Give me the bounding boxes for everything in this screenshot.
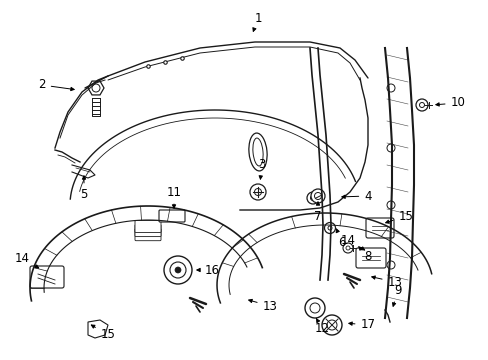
Text: 15: 15	[91, 325, 115, 342]
Circle shape	[254, 189, 261, 195]
FancyBboxPatch shape	[30, 266, 64, 288]
Circle shape	[327, 226, 331, 230]
Circle shape	[386, 201, 394, 209]
Circle shape	[163, 256, 192, 284]
Text: 14: 14	[15, 252, 39, 268]
Circle shape	[386, 144, 394, 152]
FancyBboxPatch shape	[159, 210, 184, 222]
Text: 11: 11	[166, 185, 181, 208]
Text: 8: 8	[358, 247, 371, 262]
Ellipse shape	[252, 138, 263, 166]
Text: 16: 16	[197, 264, 219, 276]
FancyBboxPatch shape	[135, 229, 161, 241]
Polygon shape	[88, 81, 104, 95]
FancyBboxPatch shape	[355, 248, 385, 268]
Text: 13: 13	[371, 275, 402, 288]
Text: 14: 14	[340, 234, 364, 250]
Circle shape	[342, 243, 352, 253]
Text: 1: 1	[252, 12, 261, 31]
Circle shape	[326, 320, 336, 330]
Text: 5: 5	[80, 176, 87, 202]
Circle shape	[249, 184, 265, 200]
Circle shape	[92, 84, 100, 92]
Circle shape	[419, 103, 424, 108]
Circle shape	[310, 189, 325, 203]
Circle shape	[415, 99, 427, 111]
Circle shape	[314, 193, 321, 199]
FancyBboxPatch shape	[135, 220, 161, 233]
Text: 13: 13	[248, 299, 277, 312]
Text: 2: 2	[38, 78, 74, 91]
Text: 15: 15	[385, 210, 412, 223]
FancyBboxPatch shape	[135, 225, 161, 237]
Text: 10: 10	[435, 96, 465, 109]
Circle shape	[170, 262, 185, 278]
Text: 4: 4	[341, 189, 371, 202]
Text: 6: 6	[336, 229, 345, 248]
Text: 3: 3	[258, 158, 265, 179]
Circle shape	[321, 315, 341, 335]
Circle shape	[306, 192, 318, 204]
Polygon shape	[88, 320, 108, 338]
Circle shape	[386, 84, 394, 92]
Text: 9: 9	[392, 284, 401, 306]
Circle shape	[175, 267, 181, 273]
Text: 7: 7	[314, 202, 321, 222]
Text: 17: 17	[348, 319, 375, 332]
Circle shape	[324, 222, 335, 234]
Circle shape	[305, 298, 325, 318]
Circle shape	[346, 246, 349, 250]
Text: 12: 12	[314, 319, 329, 334]
Circle shape	[386, 261, 394, 269]
Circle shape	[310, 195, 315, 201]
Circle shape	[309, 303, 319, 313]
Ellipse shape	[248, 133, 266, 171]
FancyBboxPatch shape	[365, 218, 393, 238]
